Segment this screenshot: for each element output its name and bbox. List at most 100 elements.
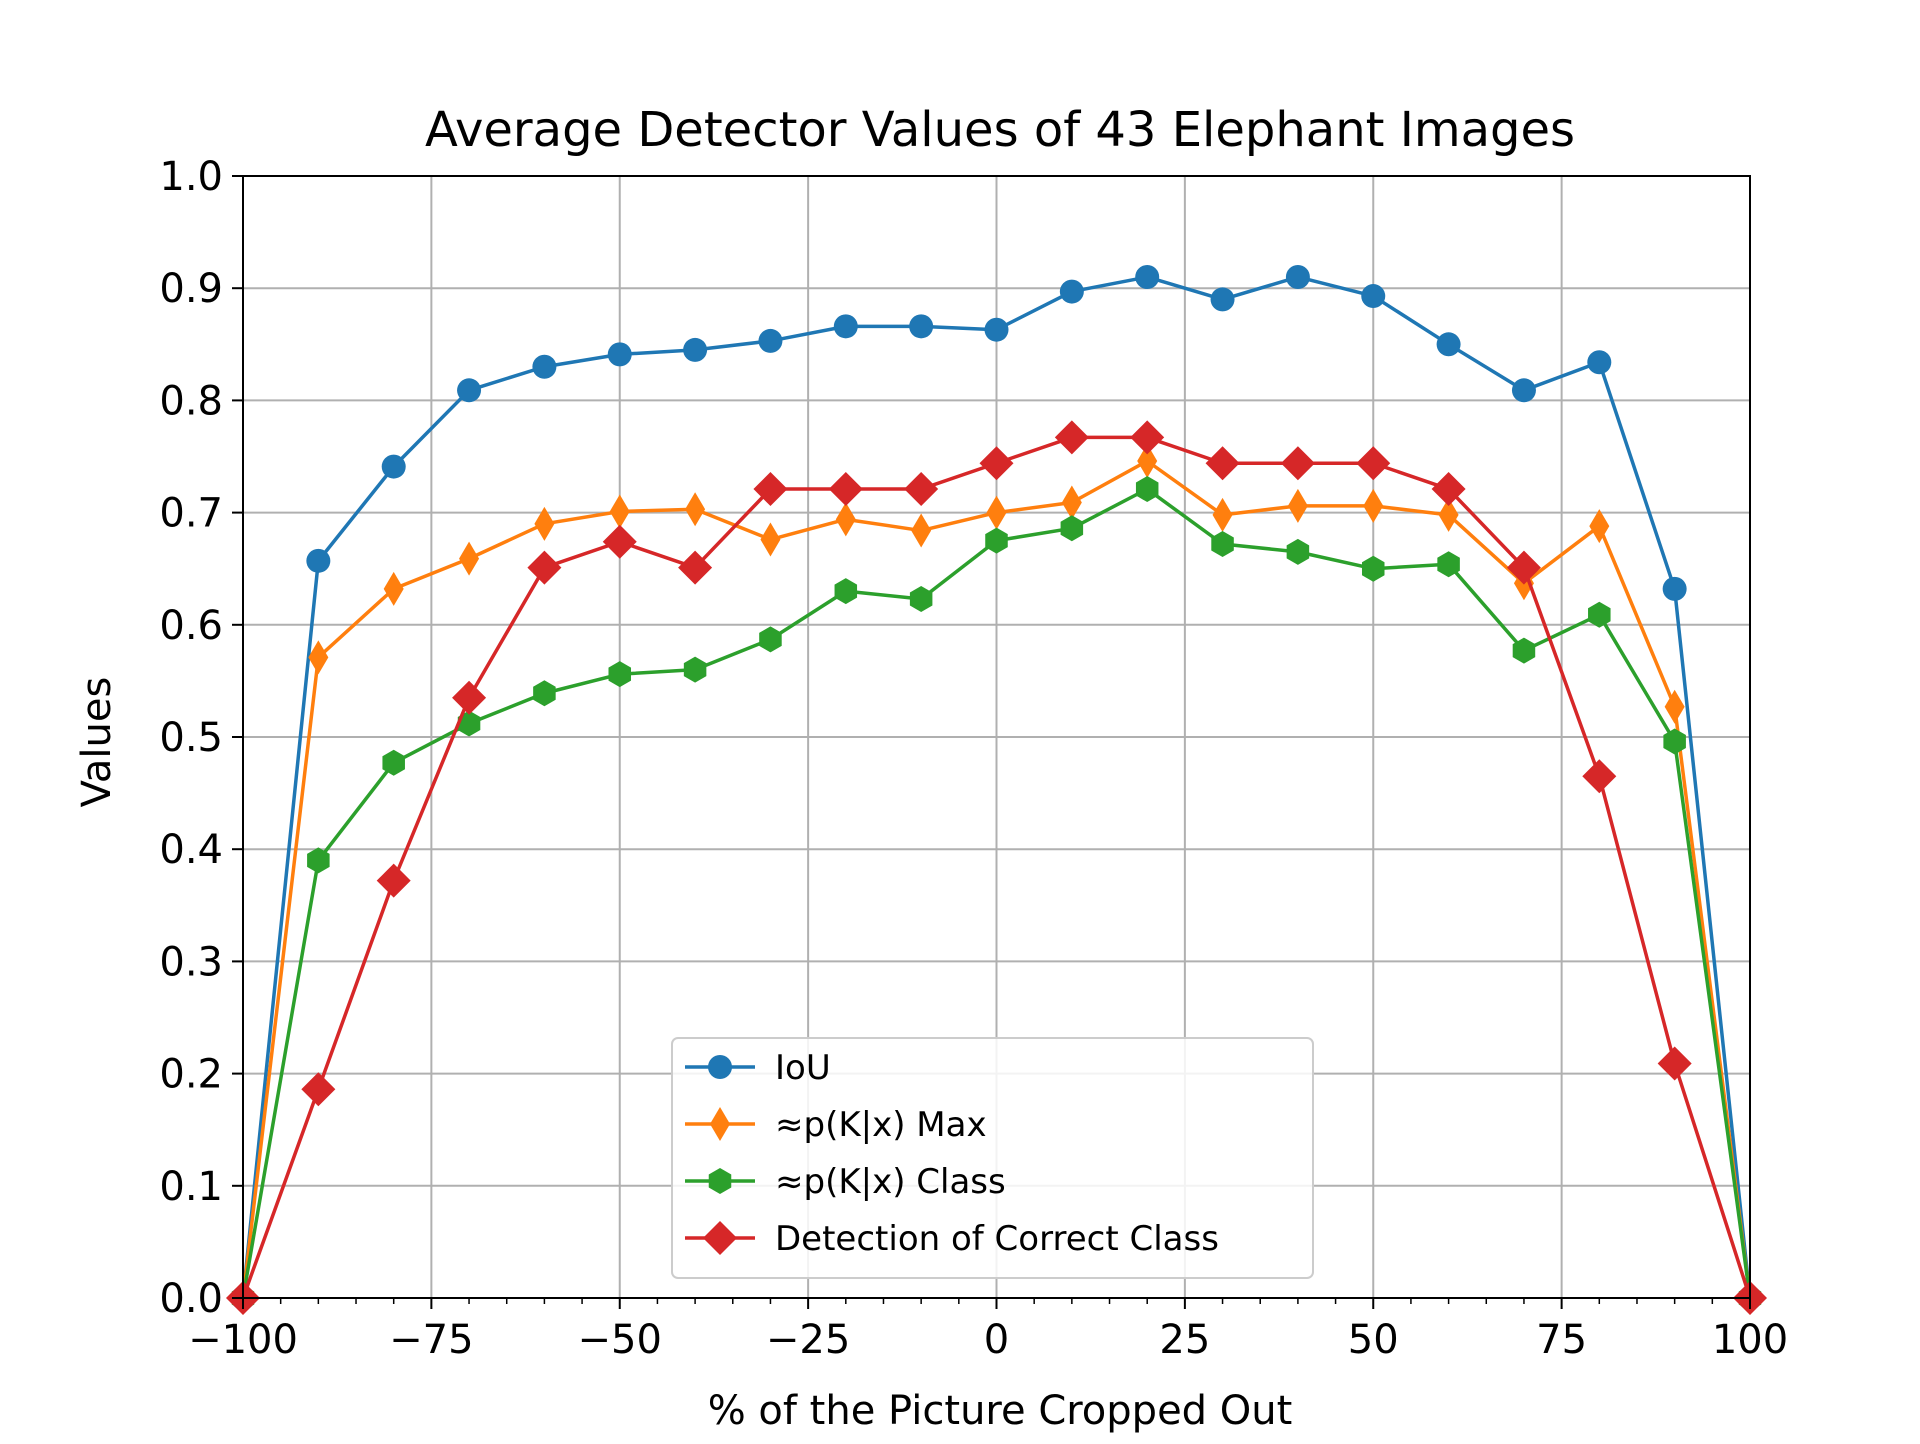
data-point bbox=[904, 472, 939, 507]
data-point bbox=[1588, 601, 1611, 628]
legend-item: Detection of Correct Class bbox=[685, 1219, 1219, 1259]
data-point bbox=[383, 571, 404, 606]
data-point bbox=[911, 513, 932, 548]
data-point bbox=[1135, 476, 1159, 503]
data-point bbox=[909, 314, 934, 339]
data-point bbox=[1663, 728, 1686, 755]
data-point bbox=[683, 337, 708, 362]
x-tick-label: 75 bbox=[1536, 1317, 1587, 1363]
x-tick-label: −100 bbox=[188, 1317, 298, 1363]
legend-item: ≈p(K|x) Class bbox=[685, 1162, 1006, 1202]
data-point bbox=[1135, 264, 1160, 289]
data-point bbox=[828, 472, 863, 507]
legend-label: ≈p(K|x) Class bbox=[775, 1162, 1006, 1202]
data-point bbox=[835, 502, 856, 537]
data-point bbox=[1061, 485, 1082, 520]
y-tick-label: 0.9 bbox=[159, 266, 223, 312]
y-tick-label: 0.4 bbox=[159, 827, 223, 873]
x-tick-label: 0 bbox=[984, 1317, 1009, 1363]
data-point bbox=[457, 378, 482, 403]
data-point bbox=[607, 342, 632, 367]
data-point bbox=[527, 550, 562, 585]
data-point bbox=[382, 749, 405, 776]
y-tick-label: 0.0 bbox=[159, 1276, 223, 1322]
data-point bbox=[1431, 472, 1466, 507]
data-point bbox=[1356, 446, 1391, 481]
x-tick-label: −25 bbox=[766, 1317, 850, 1363]
axis-ticks: −100 −75 −50 −25 0 25 50 75 100 0.0 0.1 0.2 0.3 0.4 0.… bbox=[159, 154, 1788, 1363]
data-point bbox=[376, 863, 411, 898]
chart-title: Average Detector Values of 43 Elephant I… bbox=[425, 102, 1575, 158]
data-point bbox=[685, 492, 706, 527]
y-tick-label: 0.3 bbox=[159, 939, 223, 985]
x-tick-label: 25 bbox=[1159, 1317, 1210, 1363]
x-tick-label: 100 bbox=[1712, 1317, 1788, 1363]
data-point bbox=[753, 472, 788, 507]
data-point bbox=[381, 454, 406, 479]
data-point bbox=[683, 656, 707, 683]
data-point bbox=[1212, 497, 1233, 532]
y-tick-label: 0.7 bbox=[159, 491, 223, 537]
data-point bbox=[1437, 551, 1460, 578]
x-axis-label: % of the Picture Cropped Out bbox=[708, 1388, 1293, 1434]
data-point bbox=[1587, 350, 1612, 375]
data-point bbox=[532, 354, 557, 379]
data-point bbox=[533, 680, 556, 707]
data-point bbox=[301, 1072, 336, 1107]
data-point bbox=[602, 524, 637, 559]
data-point bbox=[306, 548, 331, 573]
data-point bbox=[1582, 759, 1617, 794]
data-point bbox=[985, 527, 1008, 554]
legend-box bbox=[671, 1037, 1314, 1279]
legend-item: IoU bbox=[685, 1048, 831, 1088]
series-detection-of-correct-class bbox=[226, 420, 1767, 1315]
data-point bbox=[609, 494, 630, 529]
data-point bbox=[1657, 1046, 1692, 1081]
data-point bbox=[760, 522, 781, 557]
y-tick-label: 0.1 bbox=[159, 1164, 223, 1210]
data-point bbox=[1589, 509, 1610, 544]
data-point bbox=[608, 661, 632, 688]
y-axis-label: Values bbox=[74, 677, 120, 808]
data-point bbox=[1211, 531, 1234, 558]
legend-label: ≈p(K|x) Max bbox=[775, 1105, 987, 1145]
data-point bbox=[984, 317, 1009, 342]
data-point bbox=[1286, 538, 1310, 565]
data-point bbox=[1361, 284, 1386, 309]
data-point bbox=[307, 847, 330, 874]
data-point bbox=[1662, 576, 1687, 601]
legend-label: Detection of Correct Class bbox=[775, 1219, 1219, 1259]
data-point bbox=[1054, 420, 1089, 455]
series-group bbox=[226, 264, 1767, 1315]
data-point bbox=[979, 446, 1014, 481]
legend-marker bbox=[703, 1221, 737, 1255]
data-point bbox=[1280, 446, 1315, 481]
data-point bbox=[834, 578, 858, 605]
data-point bbox=[758, 328, 783, 353]
data-point bbox=[1438, 497, 1459, 532]
data-point bbox=[457, 710, 481, 737]
data-point bbox=[1130, 420, 1165, 455]
data-point bbox=[986, 495, 1007, 530]
legend-label: IoU bbox=[775, 1048, 831, 1088]
data-point bbox=[833, 314, 858, 339]
data-point bbox=[1205, 446, 1240, 481]
data-point bbox=[459, 541, 480, 576]
x-tick-label: −50 bbox=[578, 1317, 662, 1363]
data-point bbox=[1664, 689, 1685, 724]
data-point bbox=[534, 506, 555, 541]
data-point bbox=[1506, 550, 1541, 585]
data-point bbox=[1363, 488, 1384, 523]
data-point bbox=[1287, 488, 1308, 523]
data-point bbox=[452, 680, 487, 715]
y-tick-label: 0.6 bbox=[159, 603, 223, 649]
y-tick-label: 0.2 bbox=[159, 1052, 223, 1098]
data-point bbox=[1285, 264, 1310, 289]
legend-item: ≈p(K|x) Max bbox=[685, 1105, 987, 1145]
data-point bbox=[1210, 287, 1235, 312]
y-tick-label: 0.8 bbox=[159, 378, 223, 424]
legend-marker bbox=[708, 1168, 732, 1194]
data-point bbox=[1512, 637, 1536, 664]
